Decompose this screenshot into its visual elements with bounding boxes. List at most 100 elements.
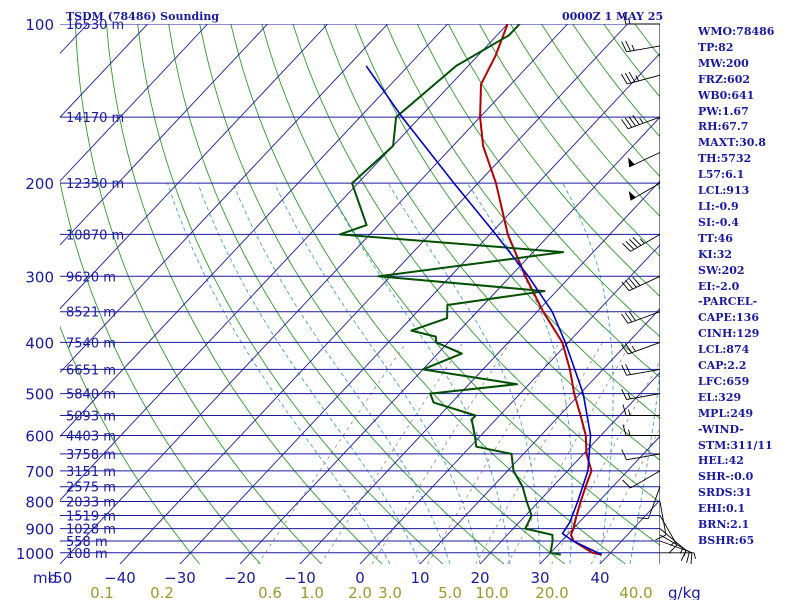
stat-item: LCL:913 xyxy=(698,184,750,198)
stat-item: MPL:249 xyxy=(698,406,754,420)
stat-item: LFC:659 xyxy=(698,374,750,388)
moist-adiabat-line xyxy=(324,182,511,564)
sounding-traces xyxy=(338,24,602,556)
pressure-tick-label: 400 xyxy=(25,334,54,352)
height-label: 9620 m xyxy=(66,270,116,285)
mixing-ratio-line xyxy=(475,342,603,564)
isotherm-line xyxy=(60,24,208,182)
stat-item: RH:67.7 xyxy=(698,120,749,134)
isotherm-line xyxy=(60,24,148,118)
mixing-ratio-label: 20.0 xyxy=(535,584,568,600)
pressure-tick-label: 900 xyxy=(25,521,54,539)
stat-item: LCL:874 xyxy=(698,343,750,357)
sounding-indices-panel: WMO:78486 TP:82 MW:200 FRZ:602 WB0:641 PW:1.6… xyxy=(698,24,774,549)
isotherm-line xyxy=(60,24,388,374)
wind-barb xyxy=(660,552,696,559)
stat-item: SW:202 xyxy=(698,263,745,277)
dry-adiabat-line xyxy=(230,24,626,564)
temperature-tick-label: 20 xyxy=(470,569,489,587)
stat-item: TT:46 xyxy=(698,231,733,245)
dry-adiabat-line xyxy=(60,325,200,564)
height-label: 3151 m xyxy=(66,465,116,480)
height-label: 14170 m xyxy=(66,111,124,126)
mixing-ratio-label: 1.0 xyxy=(300,584,324,600)
stat-item: TH:5732 xyxy=(698,152,752,166)
parcel-trace xyxy=(365,65,602,556)
wind-barbs xyxy=(621,12,696,565)
stat-item: CAP:2.2 xyxy=(698,359,747,373)
temperature-tick-label: −30 xyxy=(164,569,196,587)
pressure-tick-label: 1000 xyxy=(16,545,54,563)
height-label: 2033 m xyxy=(66,496,116,511)
temperature-tick-label: 30 xyxy=(530,569,549,587)
wind-barb xyxy=(655,501,667,541)
height-label: 1519 m xyxy=(66,509,116,524)
temperature-tick-label: 0 xyxy=(355,569,365,587)
wind-barb xyxy=(621,389,661,400)
height-label: 108 m xyxy=(66,547,108,562)
isotherm-line xyxy=(299,180,660,564)
wind-barb xyxy=(659,528,687,561)
wind-barb xyxy=(628,182,661,201)
wind-barb xyxy=(622,404,660,416)
stat-item: L57:6.1 xyxy=(698,168,745,182)
isotherm-line xyxy=(179,52,660,564)
stat-item: LI:-0.9 xyxy=(698,199,739,213)
mixing-ratio-line xyxy=(320,342,464,564)
temperature-tick-label: −40 xyxy=(104,569,136,587)
mixing-ratio-line xyxy=(257,342,407,564)
height-label: 5840 m xyxy=(66,388,116,403)
stat-item: BRN:2.1 xyxy=(698,518,750,532)
wind-barb xyxy=(621,311,661,324)
temperature-tick-label: −10 xyxy=(284,569,316,587)
dry-adiabat-line xyxy=(168,24,505,564)
isotherm-line xyxy=(60,24,268,246)
pressure-tick-label: 500 xyxy=(25,386,54,404)
height-label: 1028 m xyxy=(66,523,116,538)
pressure-tick-label: 800 xyxy=(25,494,54,512)
mixing-ratio-label: 2.0 xyxy=(348,584,372,600)
mixing-ratio-line xyxy=(427,342,560,564)
stat-item: EL:329 xyxy=(698,390,742,404)
isotherm-line xyxy=(239,116,660,564)
isotherm-line xyxy=(0,24,28,564)
wind-barb xyxy=(621,115,661,130)
moist-adiabat-line xyxy=(197,183,421,564)
isotherm-line xyxy=(119,24,628,564)
isotherm-line xyxy=(479,371,660,564)
isotherm-line xyxy=(60,24,328,310)
temperature-tick-label: -50 xyxy=(48,569,73,587)
diagram-grid xyxy=(0,24,660,564)
isotherm-line xyxy=(60,24,508,501)
wind-barb xyxy=(622,424,660,436)
height-label: 558 m xyxy=(66,535,108,550)
stat-item: KI:32 xyxy=(698,247,733,261)
pressure-tick-label: 700 xyxy=(25,463,54,481)
stat-item: FRZ:602 xyxy=(698,72,751,86)
stat-item: BSHR:65 xyxy=(698,534,755,547)
mixing-ratio-label: 5.0 xyxy=(438,584,462,600)
isotherm-line xyxy=(539,435,660,564)
height-label: 4403 m xyxy=(66,429,116,444)
mixing-ratio-label: 0.6 xyxy=(258,584,282,600)
wind-barb xyxy=(621,40,661,53)
stat-item: CINH:129 xyxy=(698,327,760,341)
pressure-tick-label: 300 xyxy=(25,268,54,286)
stat-item: MAXT:30.8 xyxy=(698,136,766,150)
height-label: 3758 m xyxy=(66,448,116,463)
moist-adiabat-line xyxy=(562,182,614,564)
wind-barb xyxy=(659,515,678,554)
stat-item: WB0:641 xyxy=(698,88,755,102)
temperature-tick-label: 10 xyxy=(410,569,429,587)
dry-adiabat-line xyxy=(292,24,660,503)
stat-item: -WIND- xyxy=(698,422,744,436)
wind-barb xyxy=(622,234,661,252)
wind-barb xyxy=(621,341,661,355)
mixing-ratio-label: 10.0 xyxy=(475,584,508,600)
dry-adiabat-line xyxy=(448,24,660,297)
height-label: 7540 m xyxy=(66,336,116,351)
height-label: 12350 m xyxy=(66,177,124,192)
dry-adiabat-line xyxy=(261,24,660,546)
